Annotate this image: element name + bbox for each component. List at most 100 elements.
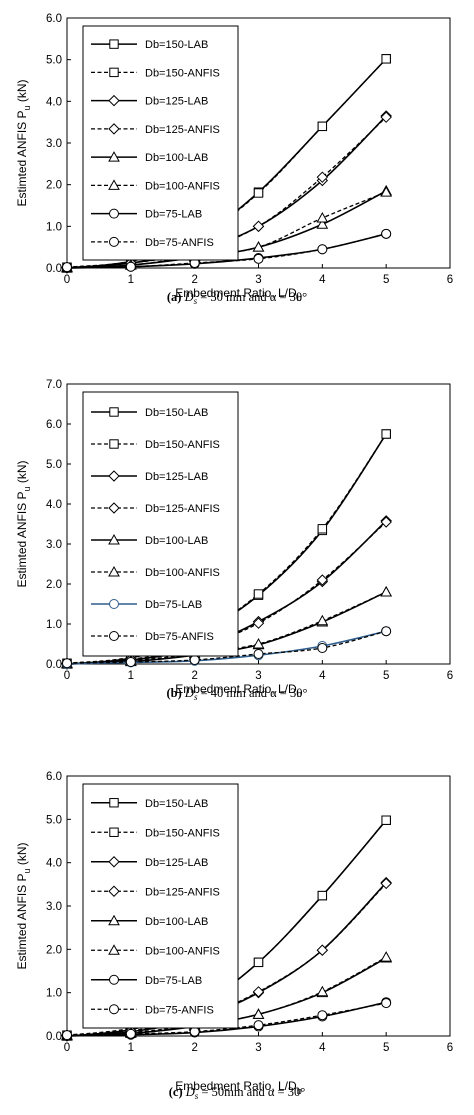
y-tick-label: 0.0 (46, 263, 62, 275)
legend-marker (109, 599, 119, 609)
data-point (253, 188, 264, 198)
y-tick-label: 5.0 (46, 459, 62, 471)
legend-box (82, 783, 239, 1029)
legend-entry: Db=75-LAB (145, 975, 202, 987)
legend-entry: Db=100-ANFIS (145, 180, 220, 192)
data-point (316, 218, 329, 229)
x-tick-label: 2 (191, 1042, 197, 1054)
legend-entry: Db=125-ANFIS (145, 886, 220, 898)
legend-entry: Db=75-ANFIS (145, 237, 214, 249)
data-point (316, 211, 329, 223)
data-point (253, 589, 264, 599)
x-tick-label: 0 (64, 274, 70, 286)
y-tick-label: 2.0 (46, 579, 62, 591)
y-tick-label: 6.0 (46, 419, 62, 431)
data-point (381, 998, 392, 1009)
x-tick-label: 1 (128, 670, 134, 682)
y-tick-label: 4.0 (46, 499, 62, 511)
data-point (381, 815, 391, 825)
legend-marker (109, 798, 119, 808)
legend-marker (109, 439, 119, 449)
legend-entry: Db=150-ANFIS (145, 827, 220, 839)
panel-caption: (c) Ds = 50mm and α = 30° (169, 1085, 305, 1101)
legend-entry: Db=100-ANFIS (145, 567, 220, 579)
x-tick-label: 1 (128, 274, 134, 286)
y-axis-label: Estimted ANFIS Pu (kN) (15, 460, 32, 587)
legend-entry: Db=150-LAB (145, 407, 208, 419)
legend-box (82, 391, 239, 657)
x-tick-label: 4 (319, 670, 326, 682)
data-point (316, 614, 329, 626)
y-tick-label: 7.0 (46, 379, 62, 391)
data-point (381, 228, 392, 239)
data-point (62, 262, 72, 273)
legend-entry: Db=100-LAB (145, 152, 208, 164)
y-tick-label: 3.0 (46, 539, 62, 551)
chart-panel-2: 0.0 1.0 2.0 3.0 4.0 5.0 6.0 7.0 0 1 2 3 4 5 6 Embedment… (15, 379, 453, 702)
legend-entry: Db=100-LAB (145, 916, 208, 928)
x-axis-label: Embedment Ratio, L/Db (175, 286, 301, 303)
data-point (252, 986, 265, 998)
legend-marker (109, 67, 119, 78)
legend-entry: Db=150-LAB (145, 798, 208, 810)
data-point (317, 524, 328, 534)
y-tick-label: 3.0 (46, 901, 62, 913)
y-tick-label: 6.0 (46, 13, 62, 25)
legend-entry: Db=75-LAB (145, 599, 202, 611)
data-point (381, 626, 392, 637)
panel-caption: (b) Ds = 40 mm and α = 30° (167, 686, 308, 702)
legend-marker (108, 944, 120, 955)
y-tick-label: 1.0 (46, 619, 62, 631)
x-tick-label: 0 (64, 670, 70, 682)
data-point (317, 1010, 328, 1021)
y-axis-label: Estimted ANFIS Pu (kN) (15, 842, 32, 969)
legend: Db=150-LAB Db=150-ANFIS Db=125-LAB Db=125-A… (82, 25, 239, 261)
data-point (316, 171, 329, 183)
legend-marker (108, 502, 120, 514)
y-tick-label: 5.0 (46, 814, 62, 826)
data-point (316, 574, 329, 586)
legend-entry: Db=75-ANFIS (145, 1004, 214, 1016)
x-axis-label: Embedment Ratio, L/Db (175, 682, 301, 699)
x-tick-label: 3 (255, 1042, 261, 1054)
legend-marker (108, 856, 120, 868)
data-point (189, 655, 200, 665)
data-point (380, 186, 393, 197)
data-point (125, 1028, 136, 1039)
x-tick-label: 3 (255, 274, 261, 286)
x-tick-label: 6 (447, 1042, 453, 1054)
data-point (253, 253, 264, 264)
legend-marker (109, 208, 119, 219)
data-point (380, 516, 392, 528)
legend-marker (109, 827, 119, 837)
data-point (380, 585, 393, 597)
y-tick-label: 0.0 (46, 1031, 62, 1043)
legend-marker (108, 565, 120, 577)
x-tick-label: 1 (128, 1042, 134, 1054)
x-tick-label: 5 (383, 1042, 389, 1054)
x-tick-label: 0 (64, 1042, 70, 1054)
legend-entry: Db=150-ANFIS (145, 439, 220, 451)
legend: Db=150-LAB Db=150-ANFIS Db=125-LAB Db=125-A… (82, 783, 239, 1029)
legend-entry: Db=125-LAB (145, 857, 208, 869)
data-point (317, 244, 328, 255)
legend-entry: Db=125-ANFIS (145, 124, 220, 136)
data-point (380, 877, 392, 890)
y-tick-label: 4.0 (46, 858, 62, 870)
legend-marker (109, 631, 119, 641)
y-tick-label: 1.0 (46, 988, 62, 1000)
legend-entry: Db=125-ANFIS (145, 503, 220, 515)
x-tick-label: 6 (447, 274, 453, 286)
legend-marker (108, 179, 120, 190)
y-tick-label: 2.0 (46, 180, 62, 192)
data-point (125, 261, 136, 272)
x-tick-label: 5 (383, 274, 389, 286)
legend-box (82, 25, 239, 261)
data-point (252, 241, 265, 252)
legend-marker (108, 470, 120, 482)
legend-marker (109, 407, 119, 417)
y-tick-label: 3.0 (46, 138, 62, 150)
data-point (317, 890, 328, 901)
data-point (125, 657, 136, 667)
